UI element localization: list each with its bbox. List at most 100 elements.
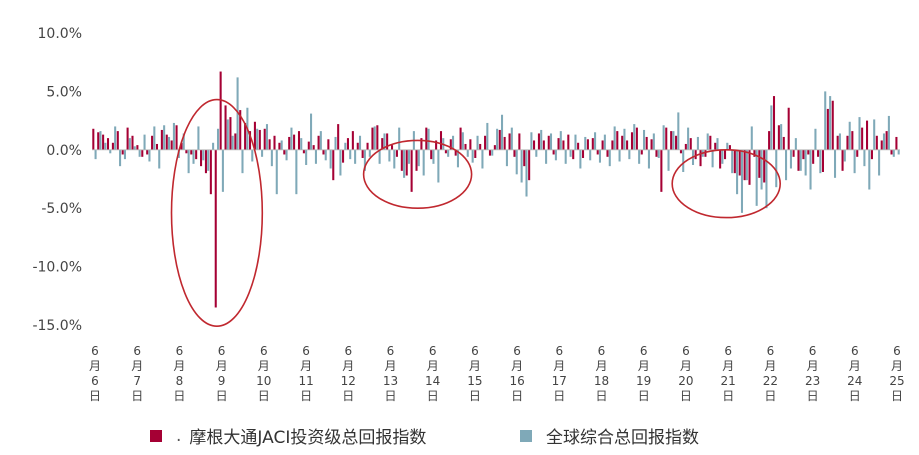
highlight-circle	[671, 148, 782, 219]
bar-jaci	[493, 145, 496, 150]
bar-global	[878, 149, 881, 176]
bar-global	[422, 149, 425, 176]
x-tick-part: 月	[427, 359, 439, 373]
x-tick-part: 6	[302, 344, 310, 358]
bar-jaci	[337, 124, 340, 150]
bar-global	[496, 128, 499, 150]
x-tick-part: 14	[425, 374, 440, 388]
bar-jaci	[391, 145, 394, 150]
bar-jaci	[381, 138, 384, 150]
bar-global	[270, 149, 273, 167]
bar-global	[373, 126, 376, 150]
bar-jaci	[342, 149, 345, 163]
bar-global	[476, 135, 479, 150]
bar-global	[789, 149, 792, 169]
bar-jaci	[288, 136, 291, 150]
bar-jaci	[190, 149, 193, 155]
bar-jaci	[890, 149, 893, 155]
bar-jaci	[611, 140, 614, 150]
bar-jaci	[229, 117, 232, 150]
series-jaci-ig	[92, 71, 898, 308]
bar-global	[853, 149, 856, 174]
bar-jaci	[821, 149, 824, 172]
bar-global	[212, 142, 215, 150]
bar-jaci	[297, 131, 301, 150]
bar-jaci	[577, 142, 580, 150]
x-tick-part: 6	[598, 344, 606, 358]
bar-global	[530, 132, 533, 150]
bar-jaci	[562, 140, 565, 150]
bar-global	[280, 140, 283, 150]
bar-jaci	[302, 149, 305, 154]
bar-jaci	[449, 139, 452, 150]
bar-global	[549, 133, 553, 150]
bar-jaci	[861, 127, 864, 150]
bar-jaci	[616, 131, 619, 150]
y-tick-label: 0.0%	[46, 143, 82, 159]
x-tick-part: 月	[384, 359, 396, 373]
bar-global	[383, 133, 386, 150]
bar-global	[643, 129, 646, 150]
y-tick-label: 10.0%	[38, 26, 82, 42]
bar-jaci	[106, 138, 110, 150]
bar-global	[848, 121, 851, 150]
bar-global	[545, 149, 548, 164]
x-tick-part: 月	[342, 359, 354, 373]
x-tick-part: 16	[509, 374, 524, 388]
bar-jaci	[567, 134, 570, 150]
x-axis: 6月6日6月7日6月8日6月9日6月10日6月11日6月12日6月13日6月14…	[89, 344, 905, 403]
bar-global	[794, 138, 797, 150]
x-tick-part: 6	[724, 344, 732, 358]
bar-global	[388, 149, 391, 162]
bar-jaci	[719, 149, 722, 169]
bar-global	[633, 124, 636, 150]
x-tick-part: 月	[553, 359, 565, 373]
bar-global	[310, 113, 313, 150]
bar-global	[358, 135, 362, 150]
bar-jaci	[831, 100, 834, 150]
x-tick-part: 日	[469, 389, 481, 403]
bar-jaci	[180, 142, 183, 150]
x-tick-part: 日	[342, 389, 354, 403]
bar-jaci	[317, 135, 320, 150]
x-tick-part: 6	[133, 344, 141, 358]
bar-jaci	[660, 149, 663, 192]
bar-jaci	[351, 131, 354, 150]
bar-jaci	[621, 135, 624, 150]
x-tick-part: 日	[131, 389, 143, 403]
x-tick-part: 月	[764, 359, 776, 373]
bar-jaci	[92, 128, 95, 150]
y-axis: 10.0% 5.0% 0.0% -5.0% -10.0% -15.0%	[32, 26, 82, 334]
bar-jaci	[312, 145, 315, 150]
bar-global	[99, 131, 102, 150]
bar-jaci	[880, 140, 883, 150]
bar-jaci	[689, 138, 692, 150]
bar-global	[319, 131, 322, 150]
bar-global	[505, 149, 508, 167]
x-tick-part: 6	[471, 344, 479, 358]
bar-jaci	[777, 125, 780, 150]
x-tick-part: 月	[849, 359, 861, 373]
bar-jaci	[763, 149, 766, 183]
bar-jaci	[699, 149, 702, 167]
bar-global	[540, 129, 543, 150]
bar-jaci	[395, 149, 398, 157]
bar-jaci	[361, 149, 364, 158]
bar-global	[403, 149, 406, 178]
bar-global	[491, 149, 494, 156]
bar-jaci	[322, 149, 325, 155]
bar-global	[887, 115, 890, 150]
bar-jaci	[513, 149, 516, 157]
bar-jaci	[836, 135, 839, 150]
bar-global	[677, 112, 680, 150]
bar-global	[559, 131, 562, 150]
bar-global	[662, 125, 665, 150]
bar-jaci	[606, 149, 609, 157]
bar-global	[868, 149, 871, 190]
x-tick-part: 6	[893, 344, 901, 358]
x-tick-part: 25	[889, 374, 904, 388]
x-tick-part: 日	[807, 389, 819, 403]
bar-global	[804, 149, 807, 176]
bar-global	[417, 149, 420, 167]
